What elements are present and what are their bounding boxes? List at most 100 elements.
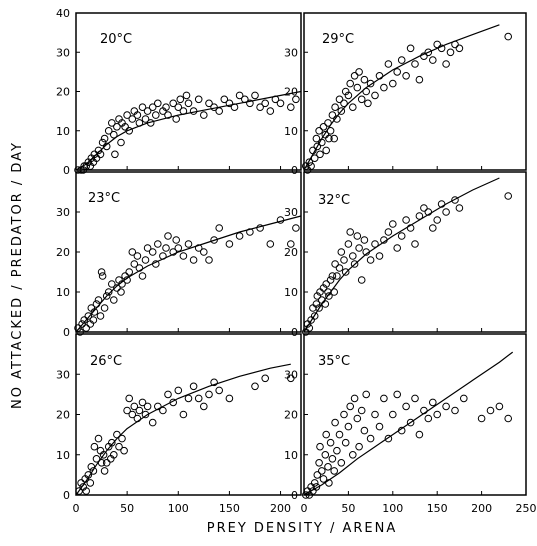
data-point [372,411,379,418]
panel-title: 35°C [318,354,350,369]
data-point [398,57,405,64]
data-point [95,297,102,304]
data-point [91,443,98,450]
data-point [338,249,345,256]
x-tick-label: 0 [73,502,80,515]
x-tick-label: 100 [168,502,189,515]
data-point [112,151,119,158]
data-point [155,100,162,107]
data-point [322,452,329,459]
data-point [332,419,339,426]
data-point [319,468,326,475]
data-point [180,108,187,115]
data-point [412,61,419,68]
y-tick-label: 10 [284,449,298,462]
data-point [416,213,423,220]
data-point [350,452,357,459]
data-point [310,305,317,312]
data-point [505,415,512,422]
y-tick-label: 0 [291,164,298,177]
data-point [323,147,330,154]
y-tick-label: 30 [56,206,70,219]
data-point [361,237,368,244]
data-point [153,112,160,119]
data-point [88,464,95,471]
data-point [314,472,321,479]
data-point [452,41,459,48]
data-point [139,273,146,280]
data-point [332,261,339,268]
data-point [262,375,269,382]
data-point [190,108,197,115]
panel-0: 20°C [75,13,301,173]
data-point [257,225,264,232]
data-point [390,80,397,87]
y-tick-label: 0 [63,164,70,177]
data-point [111,131,118,138]
data-point [381,395,388,402]
data-point [358,277,365,284]
data-point [443,209,450,216]
data-point [430,399,437,406]
data-point [434,411,441,418]
data-point [101,135,108,142]
data-point [201,249,208,256]
data-point [118,139,125,146]
data-point [372,92,379,99]
data-point [394,69,401,76]
data-point [430,225,437,232]
data-point [456,205,463,212]
data-point [367,257,374,264]
data-point [144,403,151,410]
data-point [443,403,450,410]
data-point [165,233,172,240]
data-point [325,120,332,127]
data-point [338,460,345,467]
data-point [311,480,318,487]
x-tick-label: 200 [471,502,492,515]
y-tick-label: 30 [56,368,70,381]
data-point [236,233,243,240]
data-point [103,460,110,467]
data-point [416,76,423,83]
data-point [267,241,274,248]
data-point [262,100,269,107]
panel-title: 32°C [318,193,350,208]
data-point [416,431,423,438]
data-point [325,464,332,471]
data-point [331,289,338,296]
data-point [412,241,419,248]
x-tick-label: 200 [270,502,291,515]
data-point [99,139,106,146]
panel-title: 23°C [88,191,120,206]
data-point [351,73,358,80]
data-point [385,61,392,68]
data-point [121,447,128,454]
y-tick-label: 20 [284,409,298,422]
data-point [394,391,401,398]
data-point [372,241,379,248]
data-point [421,205,428,212]
data-point [452,407,459,414]
data-point [456,45,463,52]
data-point [430,57,437,64]
data-point [363,391,370,398]
data-point [149,419,156,426]
x-tick-label: 50 [120,502,134,515]
data-point [317,443,324,450]
panel-title: 26°C [90,354,122,369]
data-point [95,435,102,442]
data-point [327,277,334,284]
data-point [398,233,405,240]
data-point [99,273,106,280]
panel-2: 23°C [75,172,301,335]
data-point [478,415,485,422]
data-point [342,439,349,446]
data-point [101,305,108,312]
data-point [317,151,324,158]
data-point [322,301,329,308]
data-point [347,80,354,87]
data-point [358,96,365,103]
data-point [288,104,295,111]
data-point [336,96,343,103]
